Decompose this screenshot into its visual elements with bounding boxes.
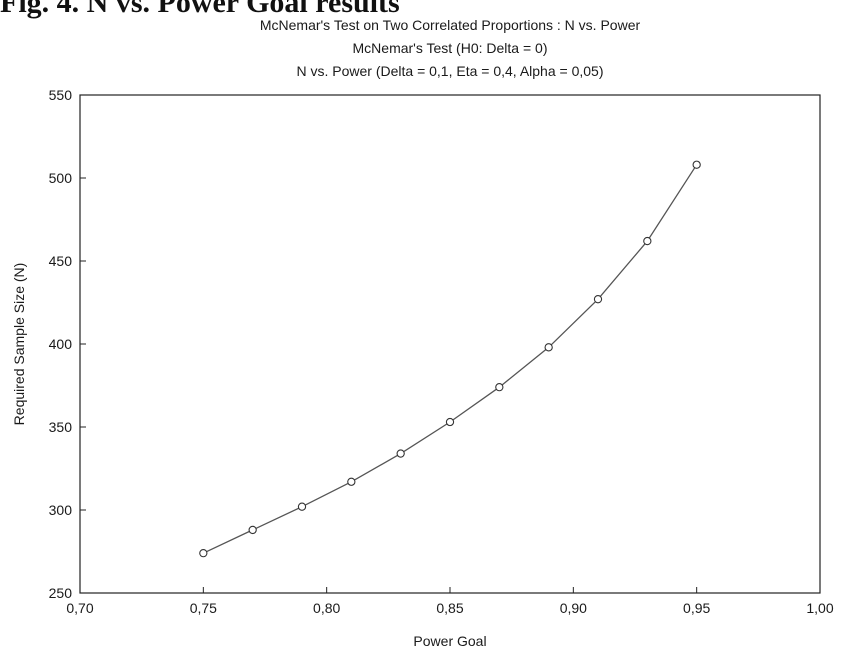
- y-tick-label: 300: [49, 502, 73, 518]
- y-tick-label: 500: [49, 170, 73, 186]
- data-point: [396, 449, 405, 458]
- data-points: [199, 160, 701, 558]
- data-point: [544, 343, 553, 352]
- chart-titles: McNemar's Test on Two Correlated Proport…: [80, 14, 820, 83]
- plot-frame: [79, 94, 821, 594]
- x-tick-label: 0,85: [436, 600, 463, 616]
- y-tick-label: 350: [49, 419, 73, 435]
- y-tick-label: 550: [49, 87, 73, 103]
- y-axis-ticks: 250 300 350 400 450 500 550: [49, 87, 86, 601]
- y-tick-label: 400: [49, 336, 73, 352]
- x-tick-label: 0,90: [560, 600, 587, 616]
- partial-heading: Fig. 4. N vs. Power Goal results: [0, 0, 400, 19]
- data-point: [199, 549, 208, 558]
- data-point: [445, 417, 455, 427]
- y-tick-label: 450: [49, 253, 73, 269]
- x-axis-label: Power Goal: [413, 633, 486, 649]
- data-point: [643, 236, 652, 246]
- data-point: [347, 477, 356, 486]
- data-point: [692, 160, 701, 169]
- data-point: [495, 383, 504, 392]
- y-tick-label: 250: [49, 585, 73, 601]
- x-tick-label: 0,70: [66, 600, 93, 616]
- chart-subtitle: McNemar's Test (H0: Delta = 0): [352, 40, 548, 56]
- chart-subtitle-2: N vs. Power (Delta = 0,1, Eta = 0,4, Alp…: [296, 63, 604, 79]
- y-axis-label: Required Sample Size (N): [11, 263, 27, 426]
- data-point: [248, 525, 257, 535]
- x-axis-ticks: 0,70 0,75 0,80 0,85 0,90 0,95 1,00: [66, 587, 834, 616]
- data-point: [297, 502, 307, 511]
- series-line: [203, 164, 698, 554]
- x-tick-label: 0,80: [313, 600, 340, 616]
- data-point: [593, 295, 603, 304]
- x-tick-label: 1,00: [806, 600, 833, 616]
- x-tick-label: 0,95: [683, 600, 710, 616]
- x-tick-label: 0,75: [190, 600, 217, 616]
- chart-title: McNemar's Test on Two Correlated Proport…: [259, 17, 641, 33]
